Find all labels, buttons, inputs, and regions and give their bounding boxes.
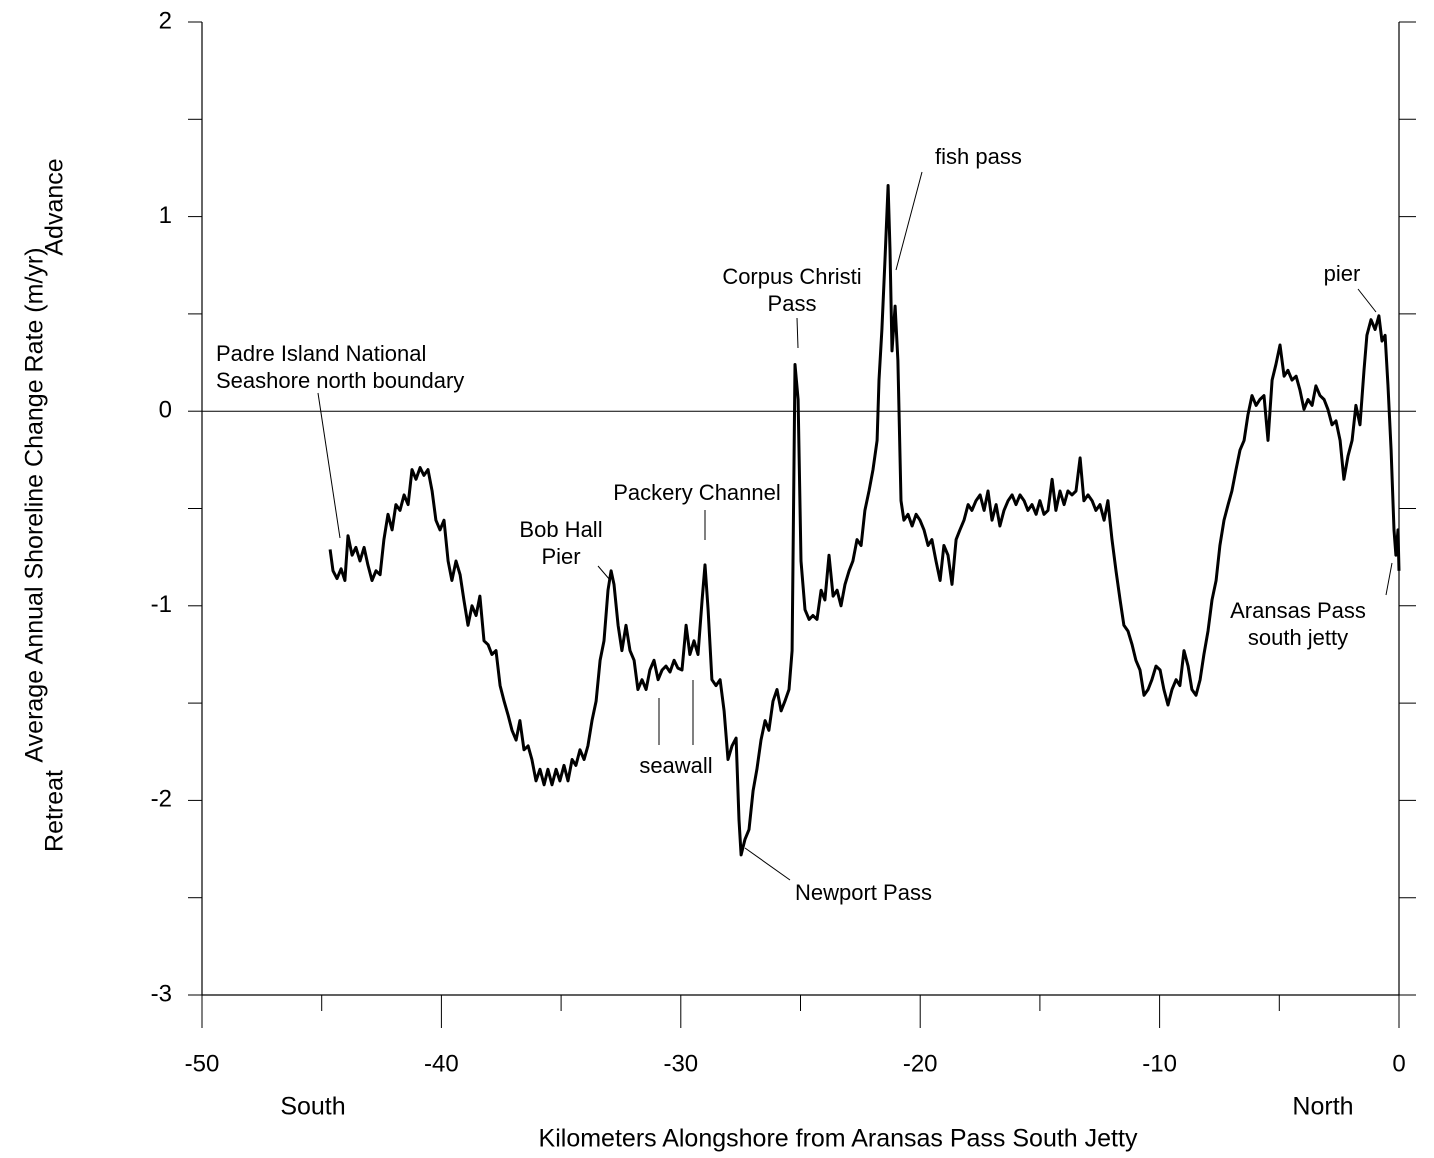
x-tick-label: -30 [663,1050,698,1077]
annotation-leader [1385,562,1393,596]
x-tick-label: -50 [185,1050,220,1077]
data-line [328,184,1401,857]
annotation: seawall [639,753,712,778]
y-tick-label: 0 [159,397,172,424]
x-tick-label: -40 [424,1050,459,1077]
x-tick-label: -20 [903,1050,938,1077]
annotation: Aransas Pass [1230,598,1366,623]
y-tick-label: 1 [159,202,172,229]
y-tick-label: 2 [159,7,172,34]
annotation-leader [1357,288,1377,313]
y-axis-label-top: Advance [41,158,69,255]
y-axis-label-bottom: Retreat [41,770,69,852]
annotation: fish pass [935,144,1022,169]
annotation: south jetty [1248,625,1348,650]
x-axis-label-right: North [1292,1093,1353,1121]
annotation-leader [597,565,611,581]
annotation: Pass [768,291,817,316]
annotation: Pier [541,544,580,569]
annotation: Newport Pass [795,880,932,905]
y-tick-label: -2 [151,786,172,813]
annotation: pier [1324,261,1361,286]
x-tick-label: -10 [1142,1050,1177,1077]
y-tick-label: -3 [151,980,172,1007]
annotation-leader [317,392,341,539]
annotation: Corpus Christi [722,264,861,289]
annotation: Packery Channel [613,480,781,505]
annotation-leader [895,171,923,271]
annotation: Padre Island National [216,341,426,366]
y-axis-label: Average Annual Shoreline Change Rate (m/… [21,247,49,762]
y-tick-label: -1 [151,591,172,618]
annotation: Seashore north boundary [216,368,464,393]
annotation-leader [744,847,791,881]
annotation-leader [796,317,799,349]
x-axis-label-left: South [280,1093,345,1121]
x-tick-label: 0 [1392,1050,1405,1077]
annotation: Bob Hall [519,517,602,542]
x-axis-label: Kilometers Alongshore from Aransas Pass … [539,1125,1138,1153]
